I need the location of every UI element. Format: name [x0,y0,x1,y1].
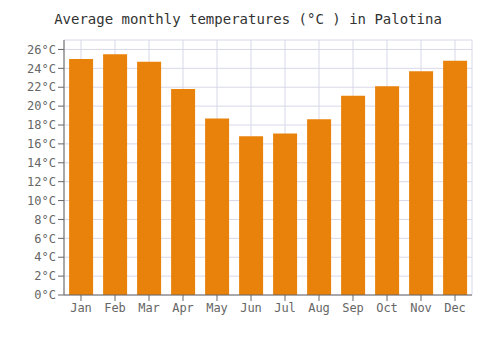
svg-text:14°C: 14°C [27,156,56,170]
svg-text:Aug: Aug [308,301,330,315]
html-text:Average monthly temperatures (: Average monthly temperatures (°C ) in Pa… [54,11,442,27]
svg-text:Jun: Jun [240,301,262,315]
svg-text:22°C: 22°C [27,80,56,94]
svg-text:20°C: 20°C [27,99,56,113]
svg-text:12°C: 12°C [27,175,56,189]
svg-text:Dec: Dec [444,301,466,315]
svg-text:Sep: Sep [342,301,364,315]
svg-text:May: May [206,301,228,315]
svg-text:16°C: 16°C [27,137,56,151]
svg-text:Mar: Mar [138,301,160,315]
svg-text:26°C: 26°C [27,43,56,57]
svg-text:8°C: 8°C [34,213,56,227]
svg-text:4°C: 4°C [34,250,56,264]
svg-text:Jan: Jan [70,301,92,315]
svg-text:0°C: 0°C [34,288,56,302]
svg-text:6°C: 6°C [34,232,56,246]
svg-text:Feb: Feb [104,301,126,315]
svg-text:Nov: Nov [410,301,432,315]
svg-text:Apr: Apr [172,301,194,315]
svg-text:10°C: 10°C [27,194,56,208]
svg-text:Jul: Jul [274,301,296,315]
svg-text:2°C: 2°C [34,269,56,283]
svg-text:24°C: 24°C [27,62,56,76]
svg-text:Oct: Oct [376,301,398,315]
svg-text:18°C: 18°C [27,118,56,132]
